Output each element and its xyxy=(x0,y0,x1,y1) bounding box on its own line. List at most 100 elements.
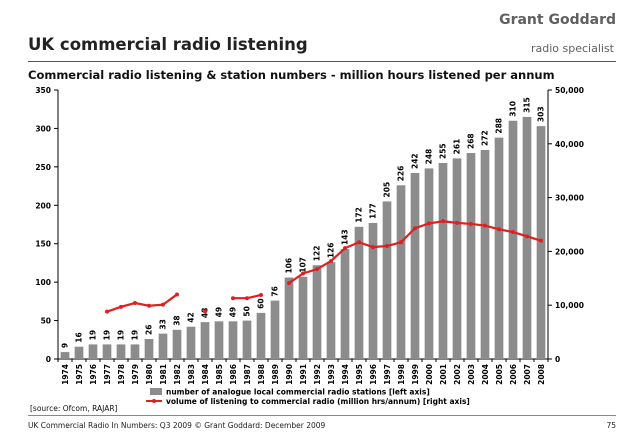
left-axis-tick-label: 300 xyxy=(35,124,51,133)
x-axis-tick-label: 2003 xyxy=(467,364,476,385)
x-axis-tick-label: 1997 xyxy=(383,364,392,385)
line-point xyxy=(511,230,515,235)
bar xyxy=(256,312,266,359)
bar xyxy=(242,320,252,359)
x-axis-tick-label: 1975 xyxy=(75,364,84,385)
line-point xyxy=(371,245,375,250)
bar-value-label: 19 xyxy=(117,330,126,340)
x-axis-tick-label: 1988 xyxy=(257,364,266,385)
bar-value-label: 60 xyxy=(257,298,266,308)
bar xyxy=(214,321,224,359)
bar xyxy=(368,222,378,359)
bar xyxy=(410,173,420,359)
left-axis-tick-label: 250 xyxy=(35,163,51,172)
line-point xyxy=(161,302,165,307)
x-axis-tick-label: 1982 xyxy=(173,364,182,385)
left-axis-tick-label: 50 xyxy=(41,317,51,326)
line-point xyxy=(343,246,347,251)
x-axis-tick-label: 1981 xyxy=(159,364,168,385)
line-point xyxy=(413,226,417,231)
bar xyxy=(424,168,434,359)
line-point xyxy=(385,244,389,249)
x-axis-tick-label: 1992 xyxy=(313,364,322,385)
line-point xyxy=(427,221,431,226)
left-axis-tick-label: 200 xyxy=(35,201,51,210)
x-axis-tick-label: 1990 xyxy=(285,364,294,385)
bar xyxy=(480,149,490,359)
bar xyxy=(354,226,364,359)
x-axis-tick-label: 1999 xyxy=(411,364,420,385)
x-axis-tick-label: 1985 xyxy=(215,364,224,385)
bar xyxy=(466,153,476,359)
line-point xyxy=(133,301,137,306)
line-point xyxy=(497,227,501,232)
line-point xyxy=(287,281,291,286)
right-axis-tick-label: 40,000 xyxy=(555,140,584,149)
x-axis-tick-label: 2000 xyxy=(425,364,434,385)
bar-value-label: 106 xyxy=(285,258,294,274)
bar-value-label: 143 xyxy=(341,229,350,245)
x-axis-tick-label: 1980 xyxy=(145,364,154,385)
bar xyxy=(74,346,84,359)
bar-value-label: 315 xyxy=(523,97,532,113)
bar-value-label: 50 xyxy=(243,306,252,316)
line-point xyxy=(315,267,319,272)
listening-line xyxy=(106,293,178,313)
brand-tagline: radio specialist xyxy=(530,42,614,55)
x-axis-tick-label: 1979 xyxy=(131,364,140,385)
chart-title: Commercial radio listening & station num… xyxy=(28,68,555,82)
line-point xyxy=(175,292,179,297)
bar-value-label: 177 xyxy=(369,203,378,219)
bar xyxy=(228,321,238,359)
bar-value-label: 310 xyxy=(509,101,518,117)
bar xyxy=(340,249,350,359)
bar xyxy=(508,120,518,359)
x-axis-tick-label: 2001 xyxy=(439,364,448,385)
x-axis-tick-label: 1998 xyxy=(397,364,406,385)
bar xyxy=(298,276,308,359)
bar xyxy=(186,326,196,359)
footer-divider xyxy=(28,415,616,416)
x-axis-tick-label: 1976 xyxy=(89,364,98,385)
bar-value-label: 19 xyxy=(131,330,140,340)
left-axis-tick-label: 0 xyxy=(46,355,51,364)
line-point xyxy=(105,309,109,314)
left-axis-tick-label: 150 xyxy=(35,240,51,249)
bar-value-label: 242 xyxy=(411,153,420,169)
bar-value-label: 9 xyxy=(61,343,70,348)
bar-value-label: 38 xyxy=(173,315,182,325)
bar-value-label: 255 xyxy=(439,143,448,159)
line-point xyxy=(539,238,543,243)
x-axis-tick-label: 1977 xyxy=(103,364,112,385)
bar-value-label: 122 xyxy=(313,246,322,262)
bar-value-label: 49 xyxy=(229,307,238,317)
legend-bar-swatch xyxy=(150,388,162,395)
line-point xyxy=(357,240,361,245)
bar-value-label: 76 xyxy=(271,286,280,296)
line-point xyxy=(203,309,207,314)
bar-value-label: 33 xyxy=(159,319,168,329)
left-axis-tick-label: 100 xyxy=(35,278,51,287)
x-axis-tick-label: 1984 xyxy=(201,364,210,385)
line-point xyxy=(399,240,403,245)
line-point xyxy=(245,296,249,301)
right-axis-tick-label: 50,000 xyxy=(555,86,584,95)
brand-name: Grant Goddard xyxy=(499,12,616,28)
right-axis-tick-label: 0 xyxy=(555,355,560,364)
bar-value-label: 205 xyxy=(383,182,392,198)
bar-value-label: 19 xyxy=(89,330,98,340)
bar-value-label: 272 xyxy=(481,130,490,146)
page-number: 75 xyxy=(606,421,616,430)
bar-value-label: 172 xyxy=(355,207,364,223)
bar xyxy=(60,352,70,359)
bar xyxy=(130,344,140,359)
footer-text: UK Commercial Radio In Numbers: Q3 2009 … xyxy=(28,421,326,430)
line-point xyxy=(469,221,473,226)
x-axis-tick-label: 1989 xyxy=(271,364,280,385)
bar xyxy=(284,277,294,359)
x-axis-tick-label: 1995 xyxy=(355,364,364,385)
right-axis-tick-label: 10,000 xyxy=(555,301,584,310)
legend-bar-label: number of analogue local commercial radi… xyxy=(166,388,430,397)
bar xyxy=(494,137,504,359)
bar xyxy=(102,344,112,359)
